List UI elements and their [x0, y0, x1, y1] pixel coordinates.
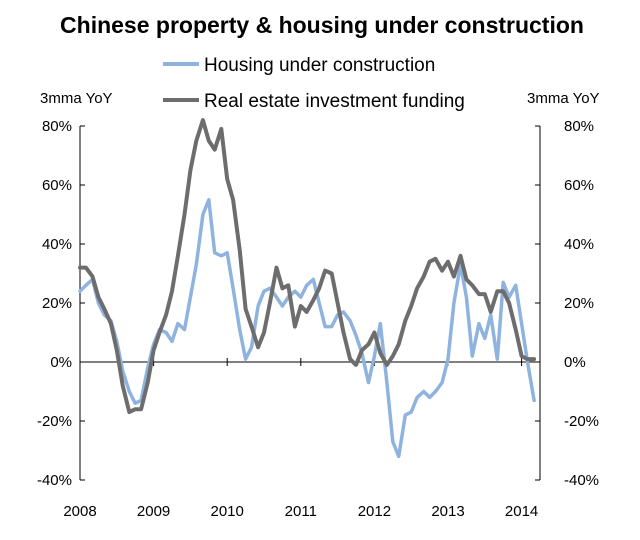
- series-line-housing: [78, 198, 536, 459]
- x-tick-label: 2014: [505, 503, 538, 520]
- x-tick-label: 2013: [431, 503, 464, 520]
- y-right-unit: 3mma YoY: [527, 90, 600, 107]
- legend-label-housing: Housing under construction: [204, 55, 435, 76]
- y-left-tick-label: 0%: [50, 354, 72, 371]
- y-right-tick-label: -40%: [564, 472, 599, 489]
- y-axis-right-ticks: -40% -20% 0% 20% 40% 60% 80%: [535, 118, 599, 489]
- y-right-tick-label: 40%: [564, 236, 594, 253]
- y-right-tick-label: 60%: [564, 177, 594, 194]
- legend-label-funding: Real estate investment funding: [204, 91, 465, 112]
- x-tick-label: 2010: [211, 503, 244, 520]
- y-right-tick-label: 0%: [564, 354, 586, 371]
- y-right-tick-label: 80%: [564, 118, 594, 135]
- x-tick-label: 2012: [358, 503, 391, 520]
- series-layer: [78, 118, 537, 459]
- legend: Housing under construction Real estate i…: [163, 55, 465, 112]
- series-line-funding: [78, 118, 537, 415]
- x-axis-ticks: 2008 2009 2010 2011 2012 2013 2014: [63, 358, 538, 520]
- y-axis-left-ticks: -40% -20% 0% 20% 40% 60% 80%: [37, 118, 85, 489]
- x-tick-label: 2009: [137, 503, 170, 520]
- x-tick-label: 2008: [63, 503, 96, 520]
- y-right-tick-label: 20%: [564, 295, 594, 312]
- y-left-tick-label: 20%: [42, 295, 72, 312]
- y-left-tick-label: 80%: [42, 118, 72, 135]
- y-left-tick-label: -20%: [37, 413, 72, 430]
- y-left-tick-label: 60%: [42, 177, 72, 194]
- y-left-unit: 3mma YoY: [40, 90, 113, 107]
- x-tick-label: 2011: [285, 503, 317, 520]
- chart-title: Chinese property & housing under constru…: [60, 12, 584, 38]
- y-left-tick-label: 40%: [42, 236, 72, 253]
- y-right-tick-label: -20%: [564, 413, 599, 430]
- y-left-tick-label: -40%: [37, 472, 72, 489]
